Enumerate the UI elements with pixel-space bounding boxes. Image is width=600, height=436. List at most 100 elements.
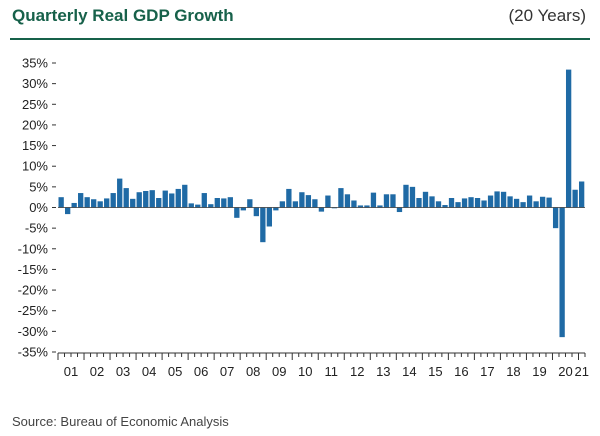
y-tick-label: 20% bbox=[22, 117, 48, 132]
gdp-bar bbox=[370, 192, 377, 208]
gdp-bar bbox=[416, 198, 422, 208]
gdp-bar bbox=[130, 198, 136, 208]
gdp-bar bbox=[461, 198, 468, 208]
x-tick-label: 10 bbox=[298, 364, 312, 379]
gdp-bar bbox=[143, 190, 149, 208]
gdp-bar bbox=[84, 197, 90, 208]
gdp-bar bbox=[409, 186, 416, 208]
gdp-bar bbox=[253, 207, 259, 217]
gdp-bar bbox=[572, 189, 578, 208]
y-tick-label: 5% bbox=[29, 179, 48, 194]
x-tick-label: 04 bbox=[142, 364, 156, 379]
gdp-bar bbox=[403, 184, 409, 208]
gdp-bar bbox=[312, 199, 318, 208]
gdp-bar bbox=[435, 201, 442, 208]
y-tick-label: -30% bbox=[18, 324, 49, 339]
gdp-bar bbox=[123, 188, 129, 208]
y-tick-label: 15% bbox=[22, 138, 48, 153]
x-tick-label: 17 bbox=[480, 364, 494, 379]
x-tick-label: 16 bbox=[454, 364, 468, 379]
y-tick-label: -10% bbox=[18, 241, 49, 256]
gdp-bar bbox=[448, 198, 455, 208]
gdp-bar bbox=[58, 197, 64, 208]
x-tick-label: 20 bbox=[558, 364, 572, 379]
x-tick-label: 03 bbox=[116, 364, 130, 379]
gdp-bar bbox=[227, 197, 233, 208]
gdp-bar bbox=[156, 198, 162, 208]
gdp-bar bbox=[299, 192, 305, 208]
gdp-bar bbox=[175, 188, 181, 208]
x-tick-label: 01 bbox=[64, 364, 78, 379]
gdp-bar bbox=[292, 201, 299, 208]
y-tick-label: -35% bbox=[18, 345, 49, 360]
gdp-bar bbox=[468, 197, 474, 208]
gdp-bar bbox=[195, 204, 201, 208]
gdp-bar bbox=[507, 196, 513, 208]
gdp-bar bbox=[71, 202, 77, 208]
gdp-bar bbox=[208, 204, 214, 208]
x-tick-label: 08 bbox=[246, 364, 260, 379]
x-tick-label: 07 bbox=[220, 364, 234, 379]
gdp-bar bbox=[149, 190, 155, 208]
gdp-bar bbox=[78, 193, 84, 208]
gdp-bar bbox=[214, 198, 220, 208]
gdp-bar bbox=[65, 207, 71, 215]
gdp-bar bbox=[429, 196, 435, 208]
gdp-bar bbox=[169, 193, 175, 208]
gdp-bar bbox=[481, 200, 487, 208]
gdp-bar bbox=[221, 198, 227, 208]
gdp-bar bbox=[565, 69, 572, 208]
gdp-bar bbox=[351, 200, 357, 208]
gdp-bar bbox=[188, 203, 194, 208]
y-tick-label: 25% bbox=[22, 97, 48, 112]
gdp-bar bbox=[344, 194, 351, 208]
gdp-bar bbox=[442, 205, 448, 208]
gdp-bar bbox=[286, 188, 292, 208]
gdp-bar bbox=[390, 194, 396, 208]
y-tick-label: -25% bbox=[18, 303, 49, 318]
gdp-bar bbox=[305, 195, 312, 208]
y-tick-label: 35% bbox=[22, 56, 48, 71]
gdp-bar bbox=[520, 202, 526, 208]
gdp-bar bbox=[526, 195, 533, 208]
gdp-bar bbox=[513, 198, 520, 208]
y-tick-label: 10% bbox=[22, 159, 48, 174]
x-tick-label: 05 bbox=[168, 364, 182, 379]
gdp-bar bbox=[533, 201, 539, 208]
gdp-bar bbox=[325, 195, 331, 208]
gdp-bar bbox=[110, 193, 116, 208]
chart-title: Quarterly Real GDP Growth bbox=[12, 6, 234, 25]
gdp-bar bbox=[487, 195, 494, 208]
gdp-bar bbox=[247, 199, 253, 208]
gdp-bar bbox=[162, 190, 168, 208]
x-tick-label: 02 bbox=[90, 364, 104, 379]
gdp-bar bbox=[201, 193, 207, 208]
gdp-bar bbox=[266, 207, 273, 227]
y-tick-label: -15% bbox=[18, 262, 49, 277]
gdp-bar bbox=[240, 207, 246, 211]
gdp-bar bbox=[377, 205, 383, 208]
gdp-bar bbox=[273, 207, 279, 211]
gdp-bar bbox=[357, 205, 364, 208]
gdp-bar bbox=[104, 198, 110, 208]
x-tick-label: 11 bbox=[325, 364, 339, 379]
y-tick-label: 30% bbox=[22, 76, 48, 91]
y-tick-label: -20% bbox=[18, 283, 49, 298]
gdp-bar bbox=[318, 207, 325, 212]
x-tick-label: 09 bbox=[272, 364, 286, 379]
gdp-bar bbox=[455, 202, 461, 208]
gdp-bar bbox=[546, 197, 552, 208]
x-tick-label: 21 bbox=[575, 364, 589, 379]
gdp-bar bbox=[422, 191, 429, 208]
gdp-bar bbox=[136, 192, 142, 208]
gdp-bar bbox=[474, 198, 481, 208]
source-note: Source: Bureau of Economic Analysis bbox=[12, 414, 229, 429]
gdp-bar bbox=[552, 207, 559, 229]
x-tick-label: 06 bbox=[194, 364, 208, 379]
gdp-bar bbox=[383, 194, 390, 208]
gdp-bar bbox=[364, 205, 370, 208]
title-divider bbox=[10, 38, 590, 40]
x-tick-label: 18 bbox=[506, 364, 520, 379]
gdp-bar bbox=[494, 191, 500, 208]
